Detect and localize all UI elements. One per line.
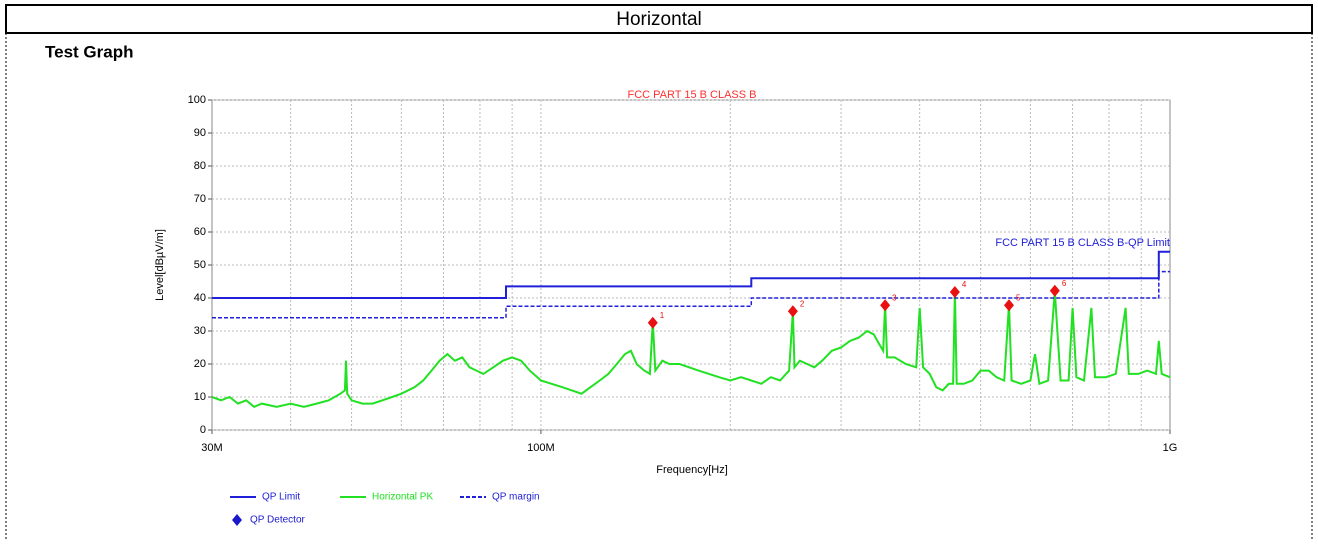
y-tick-label: 90 <box>194 127 206 139</box>
x-tick-label: 100M <box>527 442 555 454</box>
qp-marker <box>1003 299 1014 312</box>
qp-marker <box>787 305 798 318</box>
qp-marker <box>880 299 891 312</box>
y-tick-label: 20 <box>194 358 206 370</box>
y-tick-label: 60 <box>194 226 206 238</box>
y-tick-label: 40 <box>194 292 206 304</box>
y-axis-label: Level[dBµV/m] <box>154 229 166 301</box>
limit-annotation: FCC PART 15 B CLASS B-QP Limit <box>995 237 1170 249</box>
qp-marker <box>1049 284 1060 297</box>
plot-area <box>211 99 1171 431</box>
y-tick-label: 70 <box>194 193 206 205</box>
y-tick-label: 10 <box>194 391 206 403</box>
y-tick-label: 30 <box>194 325 206 337</box>
header-title: Horizontal <box>616 9 702 30</box>
marker-label: 4 <box>962 280 967 289</box>
marker-label: 6 <box>1062 279 1067 288</box>
marker-label: 5 <box>1016 293 1021 302</box>
x-tick-label: 1G <box>1163 442 1178 454</box>
series-line <box>212 250 1170 299</box>
x-axis-label: Frequency[Hz] <box>656 464 728 476</box>
legend-label: QP Detector <box>250 515 306 526</box>
marker-label: 2 <box>800 299 805 308</box>
header-row <box>5 4 1313 34</box>
y-tick-label: 50 <box>194 259 206 271</box>
marker-label: 3 <box>892 293 897 302</box>
legend-swatch <box>232 514 242 526</box>
chart-title: FCC PART 15 B CLASS B <box>628 89 757 101</box>
y-tick-label: 100 <box>188 94 206 106</box>
x-tick-label: 30M <box>201 442 222 454</box>
qp-marker <box>949 286 960 299</box>
y-tick-label: 80 <box>194 160 206 172</box>
series-line <box>212 270 1170 319</box>
qp-marker <box>647 316 658 329</box>
legend-label: QP margin <box>492 492 540 503</box>
y-tick-label: 0 <box>200 424 206 436</box>
legend-label: Horizontal PK <box>372 492 433 503</box>
marker-label: 1 <box>660 311 665 320</box>
legend-label: QP Limit <box>262 492 300 503</box>
section-title: Test Graph <box>45 42 133 61</box>
series-line <box>211 291 1171 409</box>
